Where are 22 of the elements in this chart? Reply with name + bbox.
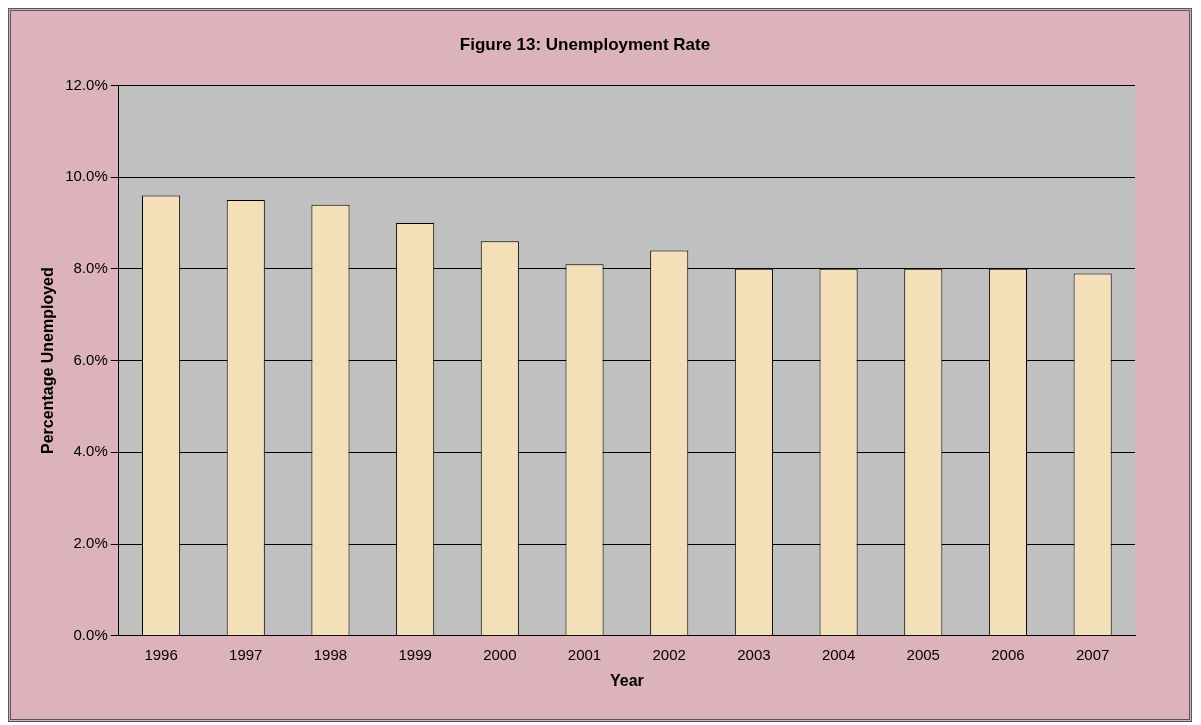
- x-tick-label: 2006: [991, 645, 1025, 663]
- y-tick-label: 4.0%: [73, 442, 108, 460]
- y-axis-title: Percentage Unemployed: [39, 267, 57, 454]
- y-tick-label: 12.0%: [65, 75, 108, 93]
- x-tick-label: 2000: [483, 645, 517, 663]
- x-tick-label: 2005: [906, 645, 940, 663]
- x-tick-label: 1996: [144, 645, 178, 663]
- x-tick-label: 2003: [737, 645, 771, 663]
- x-tick-label: 1997: [229, 645, 263, 663]
- chart-title: Figure 13: Unemployment Rate: [459, 34, 711, 54]
- y-tick-label: 0.0%: [73, 625, 108, 643]
- x-tick-label: 2004: [821, 645, 856, 663]
- x-tick-label: 1999: [398, 645, 432, 663]
- x-tick-label: 1998: [313, 645, 348, 663]
- y-tick-label: 6.0%: [73, 350, 108, 368]
- y-tick-label: 10.0%: [65, 167, 108, 185]
- y-tick-label: 2.0%: [73, 534, 108, 552]
- y-tick-label: 8.0%: [73, 259, 108, 277]
- x-tick-label: 2007: [1075, 645, 1110, 663]
- x-tick-label: 2002: [652, 645, 686, 663]
- x-tick-label: 2001: [567, 645, 602, 663]
- x-axis-title: Year: [609, 671, 644, 689]
